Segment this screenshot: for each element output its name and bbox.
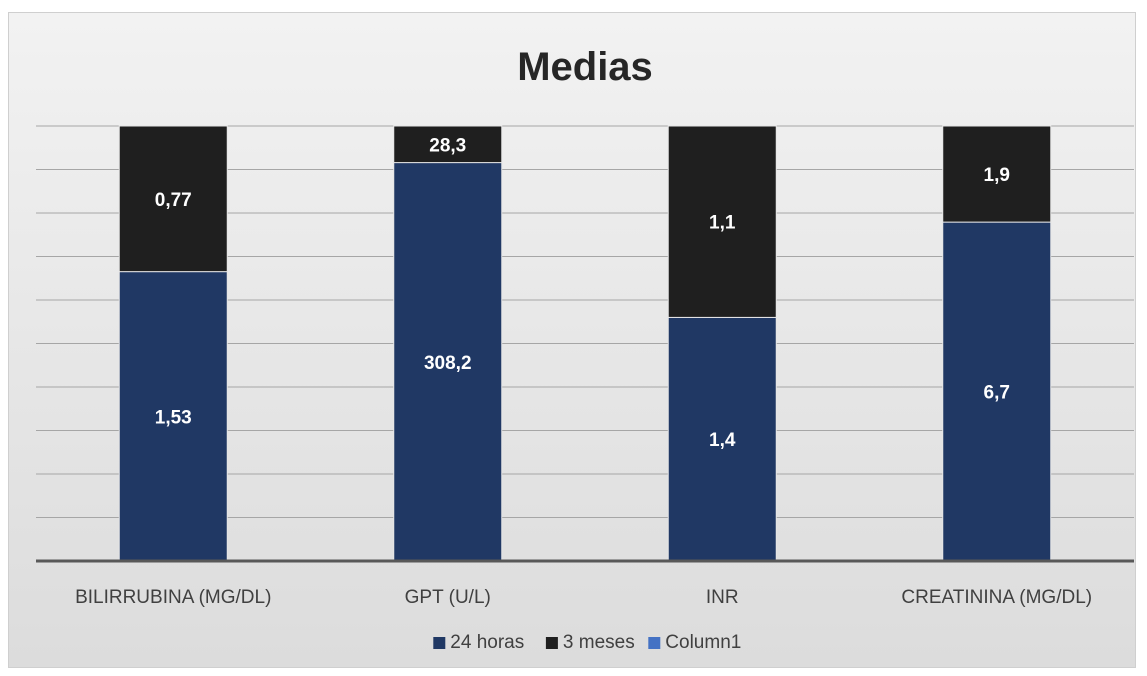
bar-segment [667,125,777,318]
data-label: 6,7 [984,383,1010,404]
bars [118,125,1052,562]
legend-swatch [545,637,558,649]
bar-segment [393,125,503,164]
legend-item: 24 horas [450,632,524,653]
data-label: 308,2 [424,353,472,374]
legend-item: 3 meses [563,632,635,653]
bar-segment [118,125,228,273]
legend: 24 horas 3 meses Column1 [433,632,741,653]
category-label: INR [706,587,739,608]
legend-item: Column1 [665,632,741,653]
data-label: 1,1 [709,213,736,234]
legend-swatch [433,637,446,649]
bar-segment [667,316,777,562]
data-label: 28,3 [429,135,466,156]
data-label: 1,9 [984,165,1010,186]
category-label: GPT (U/L) [405,587,491,608]
bar-labels: 1,53 0,77 308,2 28,3 1,4 1,1 6,7 1,9 [155,135,1010,451]
bar-segment [393,162,503,562]
legend-swatch [648,637,661,649]
category-labels: BILIRRUBINA (MG/DL) GPT (U/L) INR CREATININ… [75,587,1092,608]
category-label: CREATININA (MG/DL) [901,587,1092,608]
bar-segment [942,221,1052,562]
bar-segment [118,271,228,562]
bar-segment [942,125,1052,223]
data-label: 1,4 [709,430,736,451]
data-label: 0,77 [155,190,192,211]
chart-title: Medias [517,45,653,89]
data-label: 1,53 [155,407,192,428]
category-label: BILIRRUBINA (MG/DL) [75,587,271,608]
